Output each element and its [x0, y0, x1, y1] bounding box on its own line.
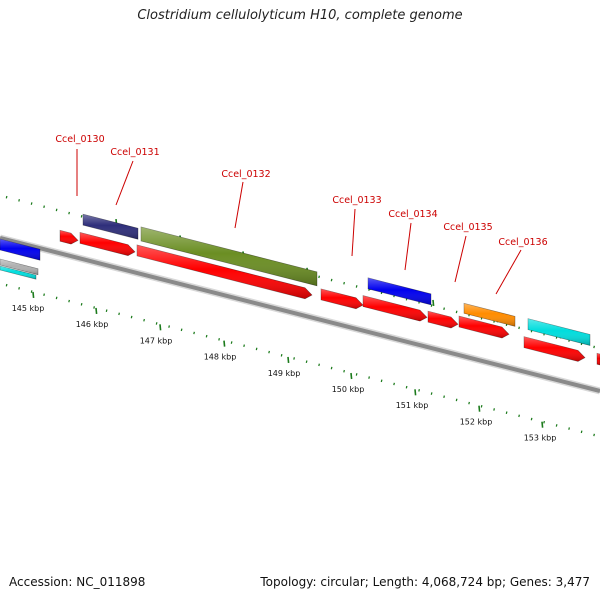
lower-tick-row-major-tick: [350, 372, 353, 380]
feature-red-shade: [80, 232, 135, 256]
feature-grey-left-shade: [0, 259, 38, 275]
kbp-label: 151 kbp: [396, 401, 429, 410]
feature-red-shade: [524, 336, 585, 362]
feature-Ccel_0134-shade: [368, 277, 431, 305]
gene-label-Ccel_0133: Ccel_0133: [332, 195, 381, 206]
kbp-label: 146 kbp: [76, 320, 109, 329]
backbone-line: [0, 236, 600, 393]
kbp-label: 153 kbp: [524, 434, 557, 443]
feature-red-shade: [137, 244, 312, 299]
lower-tick-row-major-tick: [414, 389, 417, 396]
feature-red-shade: [60, 230, 78, 245]
lower-tick-row-major-tick: [478, 405, 481, 412]
feature-red-shade: [459, 316, 509, 339]
leader-Ccel_0132: [234, 181, 244, 229]
leader-Ccel_0136: [495, 249, 522, 295]
kbp-ruler: 145 kbp 146 kbp 147 kbp 148 kbp 149 kbp 150 k…: [12, 304, 557, 443]
map-title: Clostridium cellulolyticum H10, complete…: [137, 8, 463, 23]
feature-Ccel_0131-shade: [83, 214, 138, 240]
gene-label-Ccel_0135: Ccel_0135: [443, 222, 492, 233]
leader-Ccel_0131: [115, 160, 134, 206]
lower-tick-row-major-tick: [287, 356, 290, 364]
lower-tick-row-major-tick: [159, 324, 162, 331]
lower-tick-row-major-tick: [95, 307, 98, 315]
leader-Ccel_0134: [404, 222, 412, 271]
feature-Ccel_0133-shade: [321, 288, 363, 309]
backbone: [0, 234, 600, 395]
leader-Ccel_0133: [351, 208, 356, 257]
kbp-label: 145 kbp: [12, 304, 45, 313]
feature-track: [0, 213, 600, 366]
feature-red-shade: [428, 311, 458, 329]
kbp-label: 150 kbp: [332, 385, 365, 394]
gene-label-Ccel_0136: Ccel_0136: [498, 237, 547, 248]
feature-Ccel_0136-shade: [528, 318, 590, 346]
upper-tick-row-major-tick: [432, 299, 435, 306]
leader-Ccel_0135: [454, 235, 467, 283]
genome-summary: Topology: circular; Length: 4,068,724 bp…: [260, 575, 590, 589]
lower-tick-row-major-tick: [541, 421, 544, 428]
accession-text: Accession: NC_011898: [9, 575, 146, 589]
gene-label-Ccel_0131: Ccel_0131: [110, 147, 159, 158]
kbp-label: 149 kbp: [268, 369, 301, 378]
feature-Ccel_0135-shade: [464, 303, 515, 327]
kbp-label: 147 kbp: [140, 336, 173, 345]
label-leaders: [76, 149, 522, 295]
gene-label-Ccel_0132: Ccel_0132: [221, 169, 270, 180]
feature-blue-left-shade: [0, 239, 40, 261]
gene-label-Ccel_0134: Ccel_0134: [388, 209, 437, 220]
lower-tick-row-major-tick: [223, 340, 226, 347]
gene-label-Ccel_0130: Ccel_0130: [55, 134, 104, 145]
feature-cyan-left-shade: [0, 266, 36, 280]
lower-tick-row-major-tick: [32, 291, 35, 298]
kbp-label: 148 kbp: [204, 353, 237, 362]
feature-red-edge-shade: [597, 353, 600, 365]
kbp-label: 152 kbp: [460, 417, 493, 426]
feature-red-shade: [363, 295, 427, 322]
feature-Ccel_0132-shade: [141, 226, 317, 286]
gene-labels: Ccel_0130 Ccel_0131 Ccel_0132 Ccel_0133 Ccel…: [55, 134, 547, 248]
